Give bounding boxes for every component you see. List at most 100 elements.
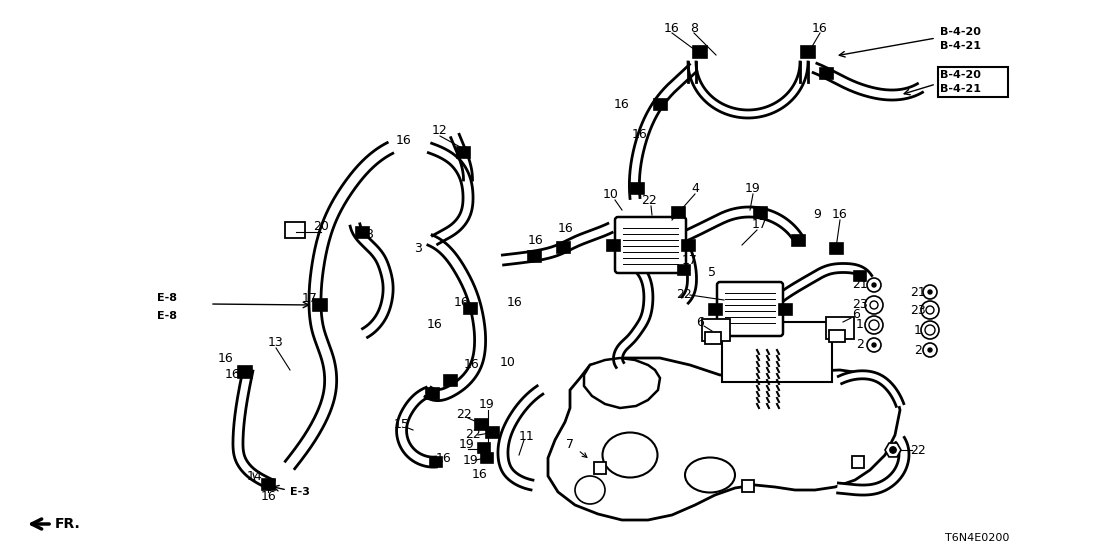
Ellipse shape — [603, 433, 657, 478]
Bar — [356, 227, 369, 238]
Circle shape — [872, 283, 876, 287]
Bar — [594, 462, 606, 474]
Polygon shape — [425, 235, 485, 401]
Bar — [312, 299, 327, 311]
Polygon shape — [350, 224, 393, 337]
Bar — [527, 250, 541, 261]
Bar — [430, 457, 442, 467]
Text: E-3: E-3 — [290, 487, 310, 497]
Text: B-4-20: B-4-20 — [940, 27, 981, 37]
Text: 19: 19 — [463, 454, 479, 466]
Circle shape — [926, 306, 934, 314]
Text: 22: 22 — [642, 193, 657, 207]
Circle shape — [923, 285, 937, 299]
Text: 16: 16 — [261, 490, 277, 504]
Polygon shape — [397, 387, 437, 467]
Text: 14: 14 — [247, 469, 263, 483]
Bar — [443, 375, 456, 386]
Text: 6: 6 — [696, 315, 704, 329]
Bar — [692, 46, 707, 58]
Bar — [285, 222, 305, 238]
Text: 11: 11 — [520, 429, 535, 443]
Circle shape — [929, 348, 932, 352]
Text: T6N4E0200: T6N4E0200 — [945, 533, 1009, 543]
Bar — [938, 67, 1008, 97]
Text: 22: 22 — [456, 408, 472, 420]
Text: 2: 2 — [856, 338, 864, 351]
Text: B-4-20: B-4-20 — [940, 70, 981, 80]
Text: 20: 20 — [314, 219, 329, 233]
Circle shape — [925, 325, 935, 335]
Text: 23: 23 — [910, 304, 926, 316]
Bar — [852, 456, 864, 468]
Text: B-4-21: B-4-21 — [940, 41, 981, 51]
Bar — [742, 480, 755, 492]
Text: 10: 10 — [500, 357, 516, 370]
Text: 16: 16 — [633, 127, 648, 141]
Text: 1: 1 — [914, 324, 922, 336]
Text: 21: 21 — [852, 279, 868, 291]
Text: 22: 22 — [676, 289, 691, 301]
Polygon shape — [497, 386, 543, 490]
Text: 22: 22 — [910, 444, 926, 456]
Bar — [606, 239, 619, 250]
Text: 16: 16 — [437, 452, 452, 464]
Polygon shape — [614, 267, 653, 367]
Text: 16: 16 — [454, 296, 470, 310]
Bar — [825, 317, 854, 339]
Text: E-8: E-8 — [157, 311, 177, 321]
Text: 16: 16 — [529, 233, 544, 247]
Polygon shape — [629, 64, 697, 198]
Circle shape — [870, 301, 878, 309]
Text: 16: 16 — [664, 22, 680, 34]
Text: 16: 16 — [464, 358, 480, 372]
Polygon shape — [584, 358, 660, 408]
Polygon shape — [548, 358, 900, 520]
Bar — [456, 146, 470, 157]
Bar — [830, 243, 842, 254]
Text: 7: 7 — [566, 439, 574, 452]
Text: 16: 16 — [507, 296, 523, 310]
Text: 16: 16 — [558, 222, 574, 234]
Polygon shape — [502, 223, 612, 265]
Text: 2: 2 — [914, 343, 922, 357]
Text: 16: 16 — [218, 351, 234, 365]
Text: 17: 17 — [752, 218, 768, 232]
Polygon shape — [429, 143, 473, 244]
Polygon shape — [681, 207, 802, 242]
Bar — [820, 68, 832, 79]
Text: 15: 15 — [394, 418, 410, 430]
Polygon shape — [813, 63, 923, 100]
Text: 19: 19 — [745, 182, 761, 194]
Text: 5: 5 — [708, 265, 716, 279]
Text: 13: 13 — [268, 336, 284, 348]
Bar — [702, 319, 730, 341]
Bar — [556, 242, 570, 253]
Polygon shape — [688, 62, 808, 118]
Bar — [705, 332, 721, 344]
Bar — [630, 182, 644, 193]
Polygon shape — [838, 438, 909, 495]
Bar — [654, 99, 667, 110]
Bar — [478, 443, 490, 453]
Circle shape — [866, 278, 881, 292]
Text: 8: 8 — [690, 22, 698, 34]
Text: 12: 12 — [432, 124, 448, 136]
Bar — [854, 271, 866, 281]
Text: 3: 3 — [414, 242, 422, 254]
Polygon shape — [451, 134, 472, 180]
Bar — [779, 304, 791, 315]
Polygon shape — [285, 143, 392, 469]
Text: 16: 16 — [427, 319, 443, 331]
Bar — [753, 207, 767, 218]
Circle shape — [865, 296, 883, 314]
Circle shape — [890, 447, 896, 453]
Bar — [485, 427, 499, 438]
Circle shape — [929, 290, 932, 294]
Text: 9: 9 — [813, 208, 821, 222]
Polygon shape — [839, 371, 904, 407]
Bar — [791, 234, 804, 245]
Circle shape — [866, 338, 881, 352]
Polygon shape — [778, 264, 872, 301]
Circle shape — [921, 321, 938, 339]
